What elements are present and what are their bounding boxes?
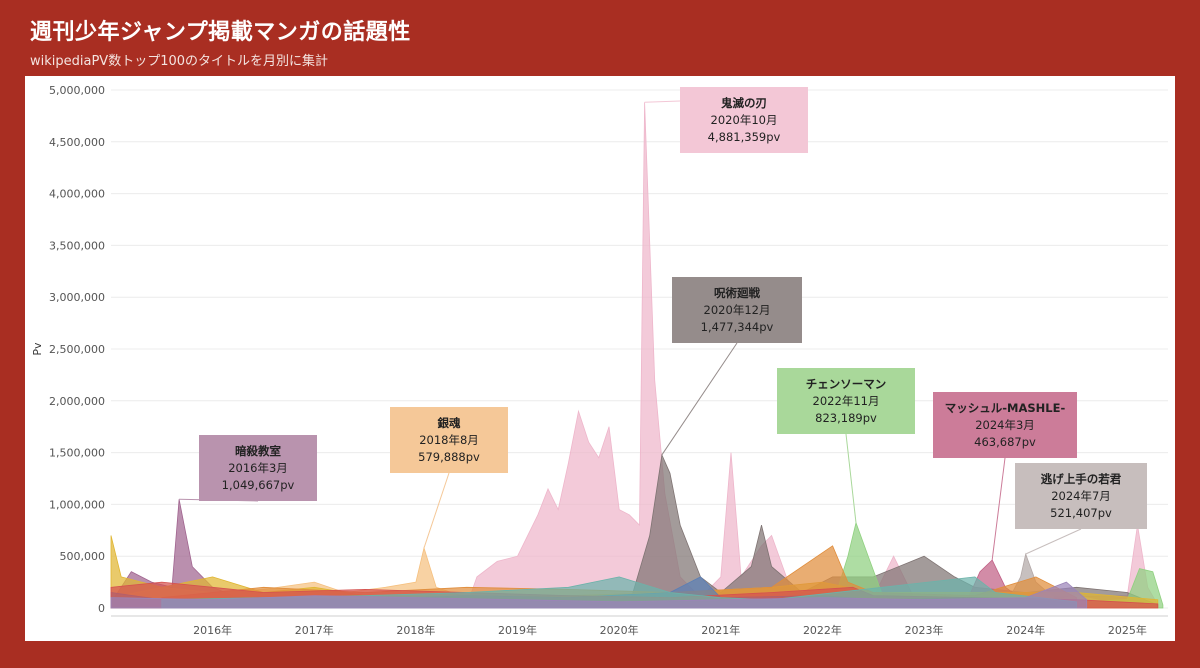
y-tick-label: 5,000,000 [49, 84, 105, 97]
annotation-date: 2020年10月 [711, 113, 778, 127]
annotation-box-銀魂 [390, 407, 508, 473]
leader-銀魂 [423, 472, 450, 549]
leader-チェンソーマン [845, 433, 857, 523]
x-tick-label: 2016年 [193, 623, 232, 637]
annotation-title: マッシュル-MASHLE- [945, 401, 1066, 415]
annotation-title: 鬼滅の刃 [721, 96, 767, 110]
annotation-value: 463,687pv [974, 435, 1036, 449]
annotation-value: 1,477,344pv [701, 320, 774, 334]
y-tick-label: 500,000 [60, 550, 106, 563]
y-axis-label: Pv [31, 342, 44, 356]
chart-panel: 2016年 2017年 2018年 2019年 2020年 2021年 2022年 2023年… [25, 76, 1175, 641]
x-tick-label: 2019年 [498, 623, 537, 637]
annotation-date: 2024年7月 [1051, 489, 1111, 503]
y-axis: 0 500,000 1,000,000 1,500,000 2,000,000 2,500… [31, 84, 105, 615]
x-axis: 2016年 2017年 2018年 2019年 2020年 2021年 2022年 2023年… [111, 615, 1168, 637]
annotation-title: 逃げ上手の若君 [1041, 472, 1122, 486]
annotation-value: 4,881,359pv [708, 130, 781, 144]
y-tick-label: 1,000,000 [49, 498, 105, 511]
y-tick-label: 2,000,000 [49, 395, 105, 408]
x-tick-label: 2025年 [1108, 623, 1147, 637]
annotation-box-チェンソーマン [777, 368, 915, 434]
x-tick-label: 2024年 [1006, 623, 1045, 637]
area-鬼滅の刃 [466, 102, 1159, 609]
x-tick-label: 2023年 [905, 623, 944, 637]
annotation-value: 521,407pv [1050, 506, 1112, 520]
x-tick-label: 2017年 [295, 623, 334, 637]
annotation-box-マッシュル-MASHLE- [933, 392, 1077, 458]
annotation-date: 2018年8月 [419, 433, 479, 447]
y-tick-label: 2,500,000 [49, 343, 105, 356]
leader-逃げ上手の若君 [1025, 528, 1082, 555]
annotation-value: 1,049,667pv [222, 478, 295, 492]
annotations: 鬼滅の刃 2020年10月 4,881,359pv 呪術廻戦 2020年12月 1,477… [199, 87, 1147, 529]
y-tick-label: 1,500,000 [49, 447, 105, 460]
leader-鬼滅の刃 [644, 100, 681, 103]
area-ドラゴンボール [110, 581, 1088, 609]
annotation-title: チェンソーマン [806, 377, 887, 391]
annotation-value: 579,888pv [418, 450, 480, 464]
x-tick-label: 2021年 [701, 623, 740, 637]
y-tick-label: 4,500,000 [49, 136, 105, 149]
x-tick-label: 2018年 [396, 623, 435, 637]
y-tick-label: 4,000,000 [49, 188, 105, 201]
leader-呪術廻戦 [661, 342, 738, 456]
x-tick-label: 2020年 [600, 623, 639, 637]
annotation-title: 暗殺教室 [235, 444, 281, 458]
annotation-date: 2016年3月 [228, 461, 288, 475]
annotation-box-呪術廻戦 [672, 277, 802, 343]
y-tick-label: 3,500,000 [49, 239, 105, 252]
x-tick-label: 2022年 [803, 623, 842, 637]
area-chart: 2016年 2017年 2018年 2019年 2020年 2021年 2022年 2023年… [31, 84, 1168, 637]
annotation-box-鬼滅の刃 [680, 87, 808, 153]
leader-マッシュル-MASHLE- [991, 457, 1006, 561]
annotation-title: 銀魂 [438, 416, 461, 430]
annotation-value: 823,189pv [815, 411, 877, 425]
series-areas [110, 102, 1164, 609]
chart-subtitle: wikipediaPV数トップ100のタイトルを月別に集計 [30, 54, 329, 69]
annotation-date: 2024年3月 [975, 418, 1035, 432]
annotation-date: 2022年11月 [813, 394, 880, 408]
y-tick-label: 3,000,000 [49, 291, 105, 304]
y-tick-label: 0 [98, 602, 105, 615]
annotation-title: 呪術廻戦 [714, 286, 760, 300]
annotation-box-逃げ上手の若君 [1015, 463, 1147, 529]
gridlines [111, 89, 1168, 609]
chart-title: 週刊少年ジャンプ掲載マンガの話題性 [30, 20, 411, 45]
annotation-date: 2020年12月 [704, 303, 771, 317]
annotation-box-暗殺教室 [199, 435, 317, 501]
